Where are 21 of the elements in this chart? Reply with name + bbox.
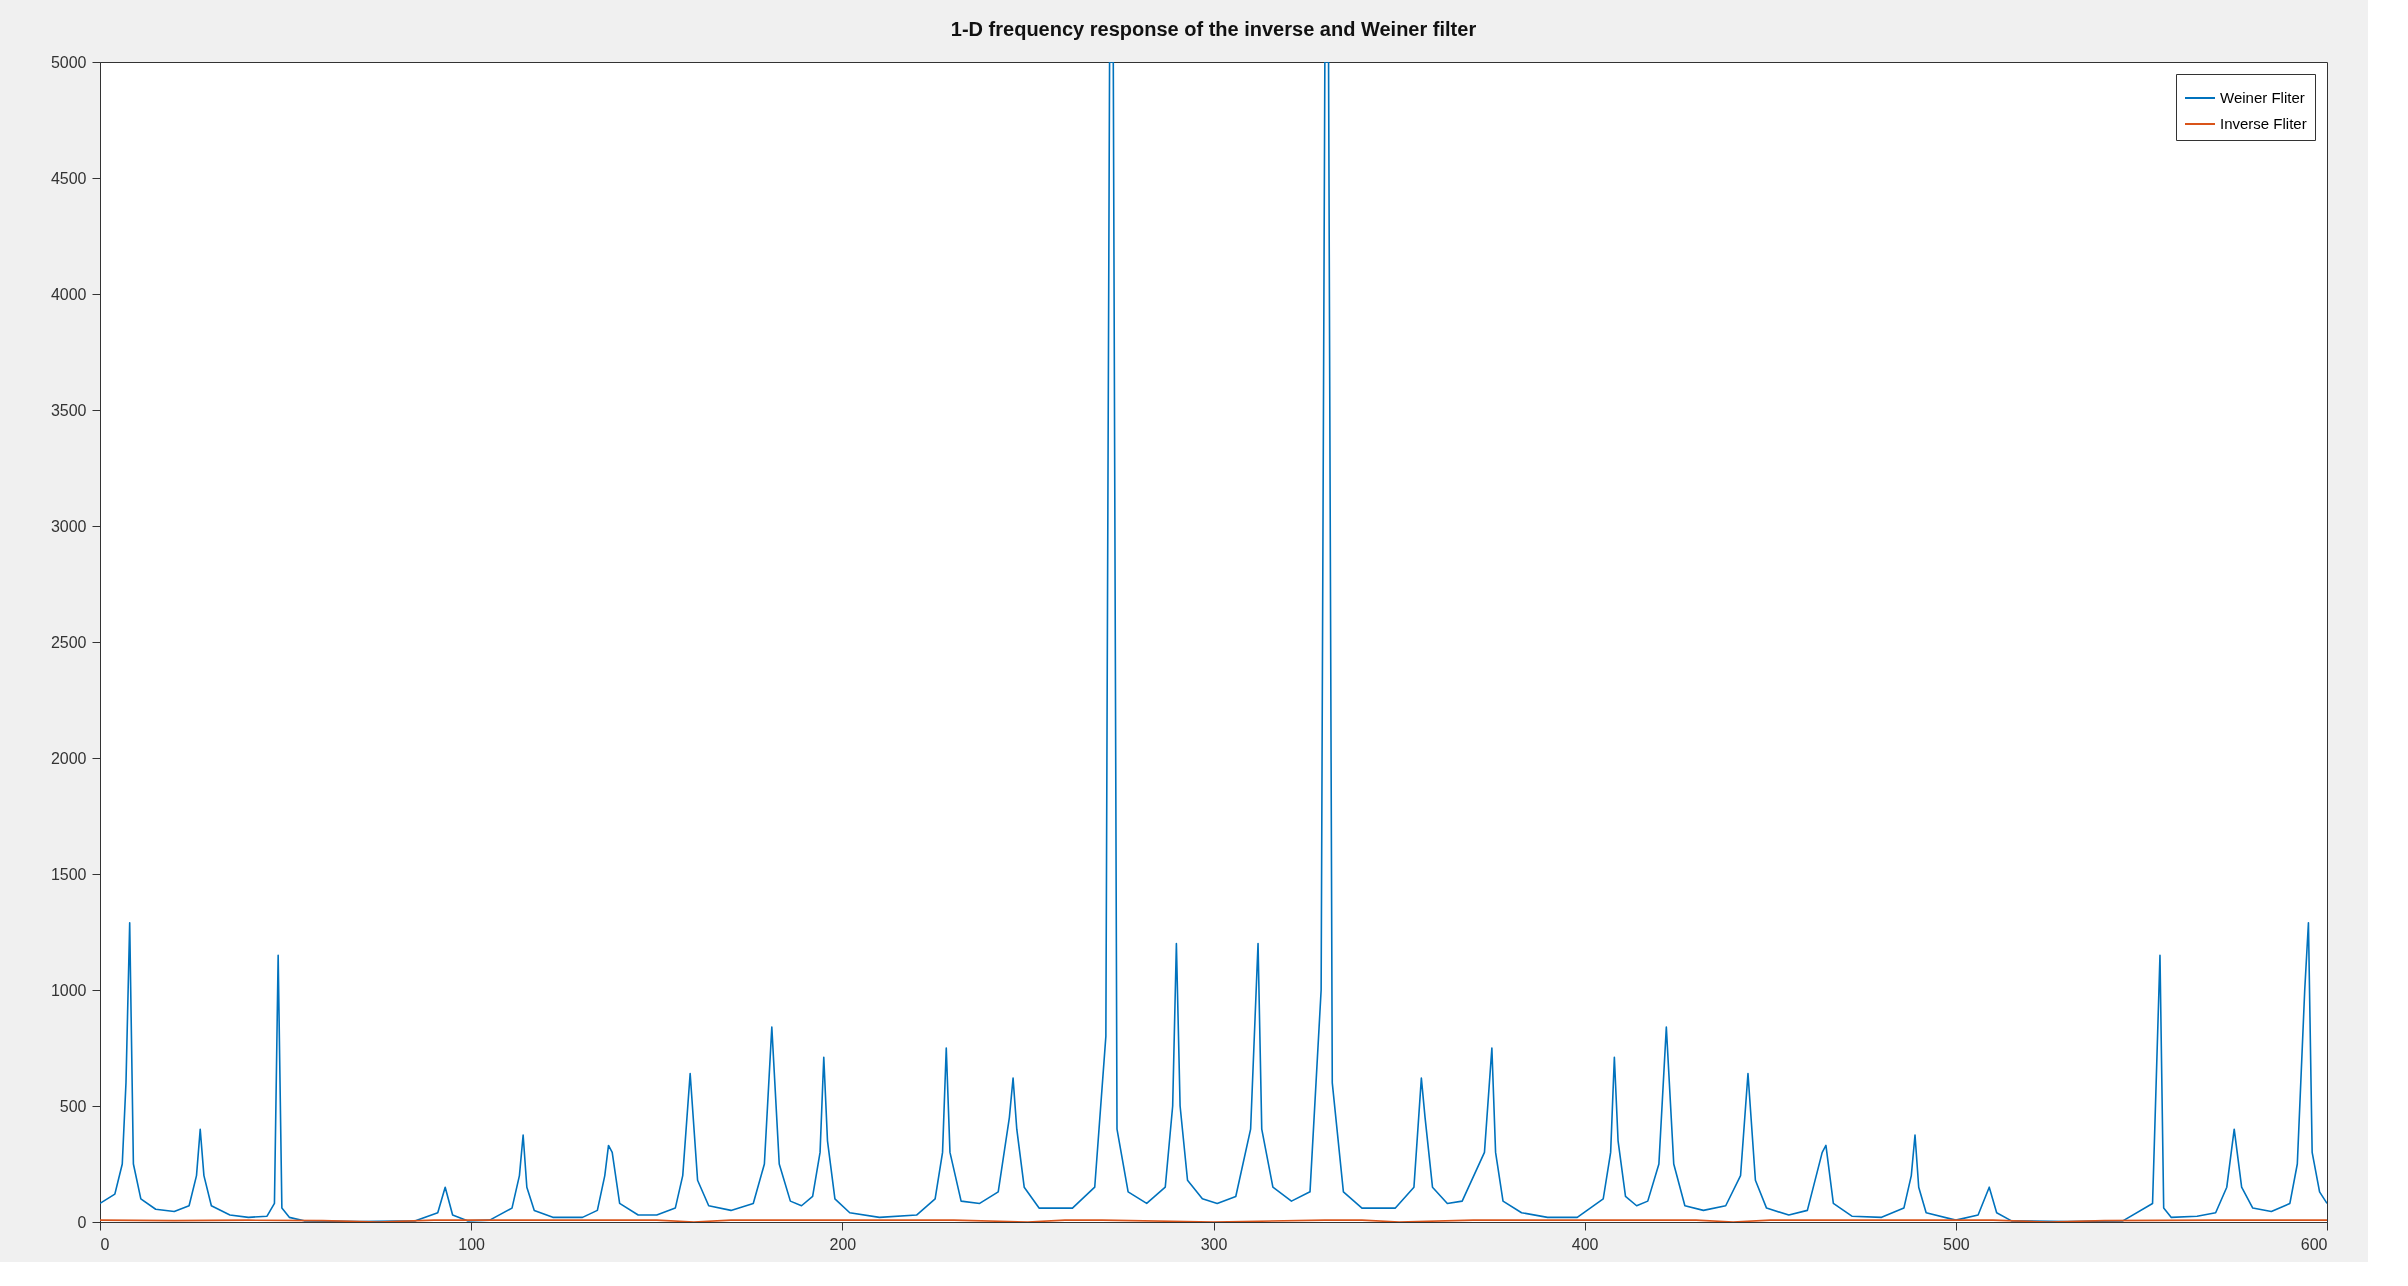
x-tick-label: 500 xyxy=(1942,1235,1970,1253)
x-tick-label: 200 xyxy=(829,1235,857,1253)
y-tick-label: 3000 xyxy=(50,517,87,535)
y-tick-label: 2000 xyxy=(50,749,87,767)
x-tick-label: 300 xyxy=(1200,1235,1228,1253)
y-tick-label: 500 xyxy=(59,1097,87,1115)
y-tick-label: 0 xyxy=(77,1213,87,1231)
y-tick-label: 1500 xyxy=(50,865,87,883)
y-tick-label: 4000 xyxy=(50,285,87,303)
y-tick-label: 3500 xyxy=(50,401,87,419)
y-tick-label: 2500 xyxy=(50,633,87,651)
legend-label: Weiner Fliter xyxy=(2220,89,2305,106)
y-tick-label: 5000 xyxy=(50,53,87,71)
x-tick-label: 400 xyxy=(1571,1235,1599,1253)
legend-label: Inverse Fliter xyxy=(2220,115,2307,132)
y-tick-label: 4500 xyxy=(50,169,87,187)
chart-title: 1-D frequency response of the inverse and Weiner filter xyxy=(950,18,1477,40)
x-tick-label: 100 xyxy=(458,1235,486,1253)
x-tick-label: 600 xyxy=(2300,1235,2328,1253)
x-tick-label: 0 xyxy=(100,1235,110,1253)
y-tick-label: 1000 xyxy=(50,981,87,999)
